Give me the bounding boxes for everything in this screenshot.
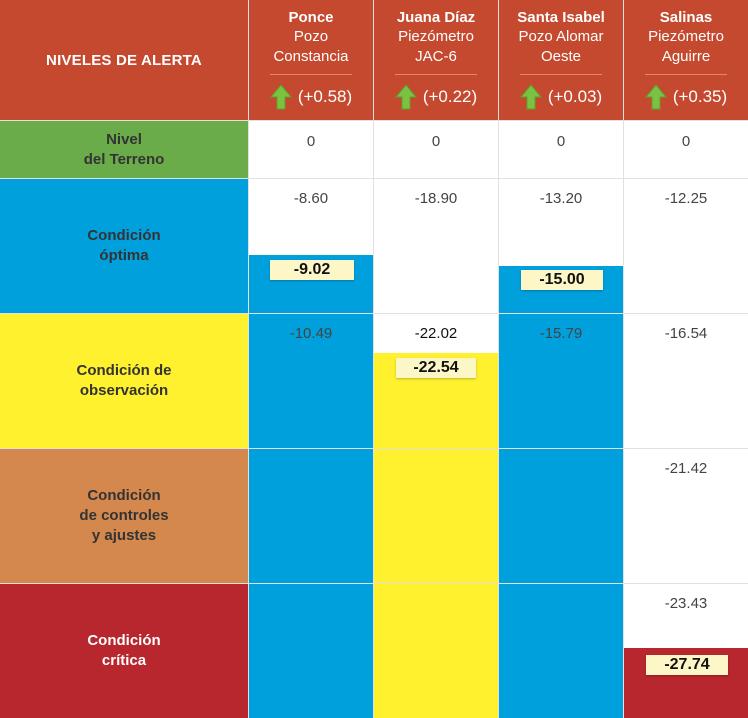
fill-ponce [249,255,373,718]
threshold-juana-diaz-ground: 0 [431,133,441,150]
trend-value: (+0.03) [547,87,603,106]
grid-line [498,0,499,718]
threshold-salinas-controls: -21.42 [664,460,708,477]
up-arrow-icon [644,84,667,110]
grid-line [0,178,748,179]
up-arrow-icon [394,84,417,110]
station-line2: JAC-6 [415,48,457,65]
up-arrow-icon [269,84,292,110]
level-label-ground: Nivel del Terreno [0,121,248,178]
current-level-juana-diaz: -22.54 [396,358,476,378]
station-header-salinas: Salinas Piezómetro Aguirre (+0.35) [624,0,748,120]
grid-line [373,0,374,718]
station-name: Salinas [659,9,713,26]
trend: (+0.58) [249,80,373,114]
station-header-ponce: Ponce Pozo Constancia (+0.58) [249,0,373,120]
threshold-santa-isabel-ground: 0 [556,133,566,150]
threshold-salinas-observation: -16.54 [664,325,708,342]
threshold-santa-isabel-observation: -15.79 [539,325,583,342]
up-arrow-icon [519,84,542,110]
grid-line [0,448,748,449]
current-level-ponce: -9.02 [270,260,354,280]
threshold-salinas-ground: 0 [681,133,691,150]
threshold-juana-diaz-observation: -22.02 [414,325,458,342]
threshold-salinas-optimal: -12.25 [664,190,708,207]
station-line1: Pozo [293,28,329,45]
trend: (+0.03) [499,80,623,114]
grid-line [0,120,748,121]
divider [645,74,727,75]
fill-juana-diaz [374,353,498,718]
station-line2: Oeste [540,48,582,65]
level-label-critical: Condición crítica [0,584,248,718]
threshold-ponce-optimal: -8.60 [293,190,329,207]
trend-value: (+0.58) [297,87,353,106]
divider [520,74,602,75]
current-level-santa-isabel: -15.00 [521,270,603,290]
station-name: Juana Díaz [396,9,476,26]
station-line1: Piezómetro [398,28,474,45]
threshold-santa-isabel-optimal: -13.20 [539,190,583,207]
divider [395,74,477,75]
station-name: Santa Isabel [517,9,605,26]
trend-value: (+0.22) [422,87,478,106]
grid-line [248,0,249,718]
trend: (+0.22) [374,80,498,114]
station-line2: Aguirre [661,48,711,65]
divider [270,74,352,75]
station-line2: Constancia [273,48,349,65]
grid-line [0,313,748,314]
grid-line [623,0,624,718]
threshold-ponce-ground: 0 [306,133,316,150]
station-line1: Piezómetro [648,28,724,45]
station-name: Ponce [288,9,334,26]
grid-line [0,583,748,584]
threshold-juana-diaz-optimal: -18.90 [414,190,458,207]
threshold-ponce-observation: -10.49 [289,325,333,342]
level-label-optimal: Condición óptima [0,179,248,313]
header-title: NIVELES DE ALERTA [0,0,248,120]
station-header-santa-isabel: Santa Isabel Pozo Alomar Oeste (+0.03) [499,0,623,120]
threshold-salinas-critical: -23.43 [664,595,708,612]
level-label-controls: Condición de controles y ajustes [0,449,248,583]
fill-santa-isabel [499,266,623,718]
station-line1: Pozo Alomar [518,28,604,45]
station-header-juana-diaz: Juana Díaz Piezómetro JAC-6 (+0.22) [374,0,498,120]
current-level-salinas: -27.74 [646,655,728,675]
trend-value: (+0.35) [672,87,728,106]
level-label-observation: Condición de observación [0,314,248,448]
trend: (+0.35) [624,80,748,114]
